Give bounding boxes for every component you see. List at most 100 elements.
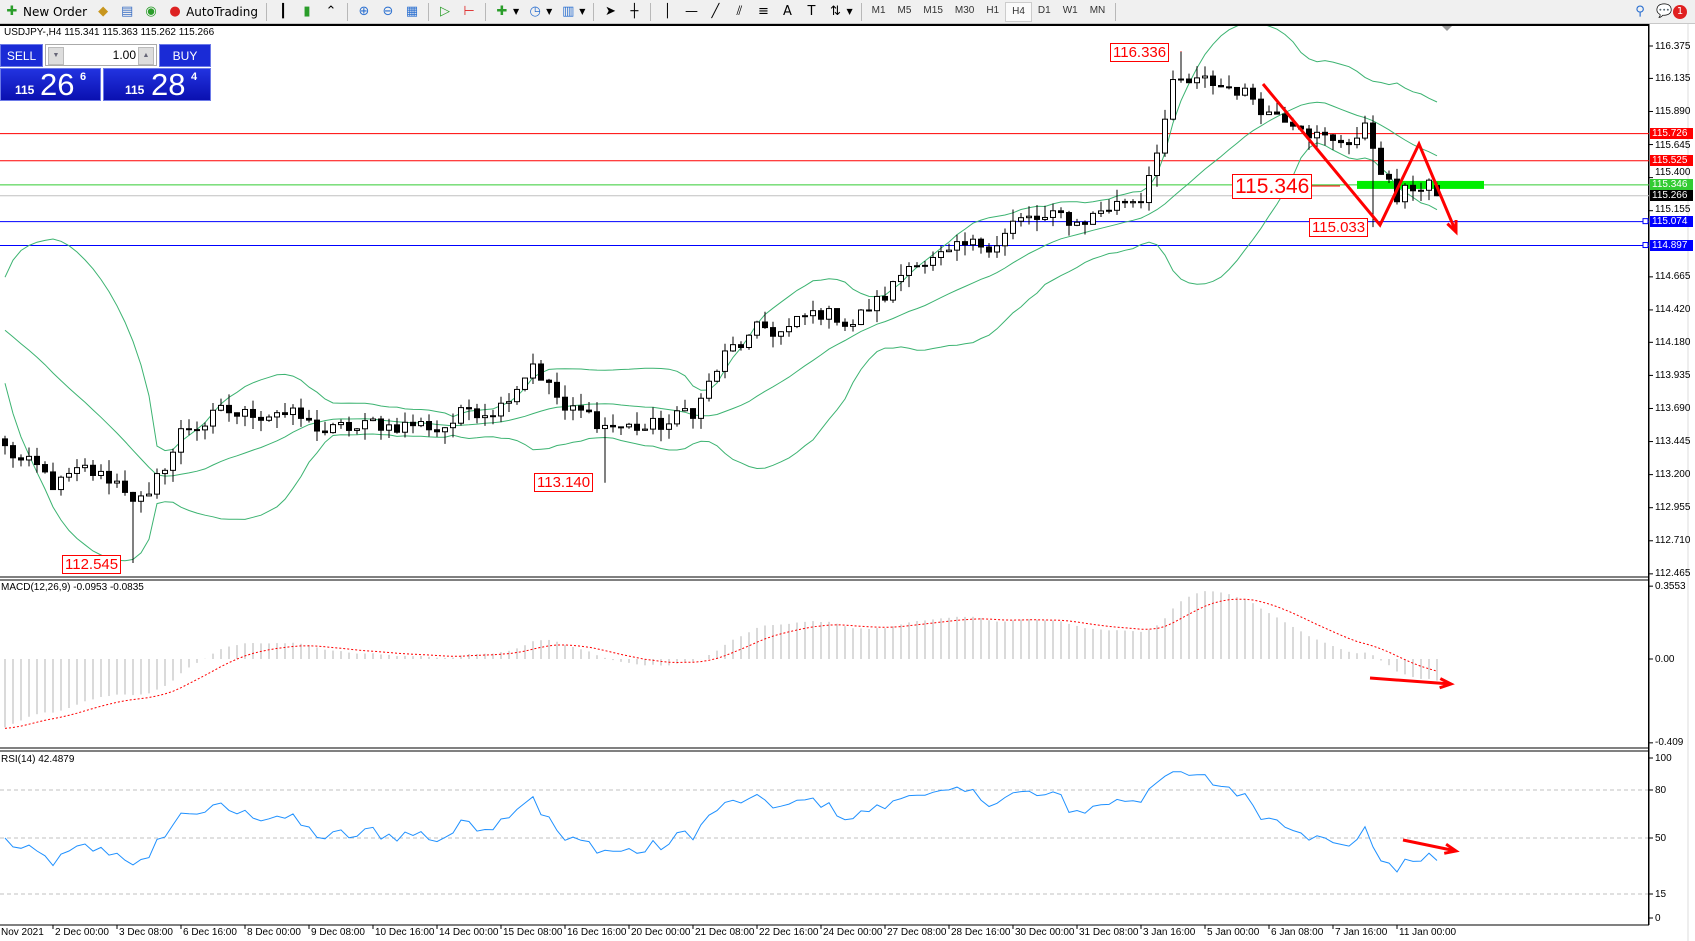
candle-body: [418, 421, 424, 427]
timeframe-h1-button[interactable]: H1: [986, 4, 1000, 16]
candle-body: [370, 418, 376, 422]
candle: [1386, 170, 1392, 183]
search-button[interactable]: ⚲: [1628, 2, 1652, 22]
lot-increase-button[interactable]: ▲: [138, 47, 154, 65]
chart-shift-button[interactable]: ⊢: [457, 2, 481, 22]
bar-chart-button[interactable]: ┃: [271, 2, 295, 22]
candle-body: [882, 295, 888, 301]
timeframe-m1-button[interactable]: M1: [871, 4, 886, 16]
vertical-line-button[interactable]: │: [655, 2, 679, 22]
low-price-label-3[interactable]: 115.033: [1309, 218, 1369, 237]
price-direction-arrow: [1261, 83, 1458, 233]
signal-icon: ◉: [145, 3, 157, 19]
time-axis-label: 16 Dec 16:00: [567, 927, 627, 938]
level-handle: [1642, 242, 1649, 249]
indicators-icon: ✚: [496, 3, 508, 19]
candle: [930, 251, 936, 271]
sell-button[interactable]: SELL: [0, 44, 43, 67]
rsi-direction-arrow-head: [1443, 842, 1460, 855]
candle-body: [210, 409, 216, 427]
lot-size-field[interactable]: ▼ 1.00 ▲: [45, 44, 157, 66]
candle: [1090, 211, 1096, 225]
level-price-label[interactable]: 115.346: [1232, 174, 1313, 199]
notifications-button[interactable]: 💬 1: [1652, 2, 1695, 22]
arrows-button[interactable]: ⇅ ▼: [823, 2, 856, 22]
sell-price-box[interactable]: 115 26 6: [0, 67, 101, 102]
candle-body: [330, 424, 336, 434]
candle-body: [1106, 209, 1112, 212]
buy-button[interactable]: BUY: [159, 44, 211, 67]
fibonacci-button[interactable]: ≡: [751, 2, 775, 22]
timeframe-w1-button[interactable]: W1: [1062, 4, 1078, 16]
candle: [562, 385, 568, 420]
candle: [2, 435, 8, 455]
chart-shift-icon: ⊢: [463, 3, 475, 19]
candle: [370, 416, 376, 422]
high-price-label[interactable]: 116.336: [1110, 43, 1170, 62]
lot-decrease-button[interactable]: ▼: [48, 47, 64, 65]
line-chart-button[interactable]: ⌃: [319, 2, 343, 22]
timeframe-h4-button[interactable]: H4: [1005, 1, 1032, 22]
timeframe-m15-button[interactable]: M15: [923, 4, 943, 16]
candle-body: [834, 308, 840, 323]
candle: [1122, 198, 1128, 208]
candle-body: [618, 426, 624, 429]
text-label-button[interactable]: T: [799, 2, 823, 22]
lot-size-value: 1.00: [112, 48, 136, 62]
low-price-label-2[interactable]: 113.140: [534, 473, 594, 492]
candlestick-button[interactable]: ▮: [295, 2, 319, 22]
horizontal-line-button[interactable]: —: [679, 2, 703, 22]
low-price-label-1[interactable]: 112.545: [62, 555, 122, 574]
candle: [1098, 201, 1104, 218]
timeframe-mn-button[interactable]: MN: [1089, 4, 1106, 16]
main-pane: [2, 26, 1440, 564]
candle: [1226, 75, 1232, 90]
candle: [690, 408, 696, 429]
periods-button[interactable]: ◷ ▼: [523, 2, 556, 22]
autotrading-button[interactable]: ● AutoTrading: [163, 2, 262, 22]
price-tick-label: 113.200: [1655, 469, 1691, 480]
signals-button[interactable]: ◉: [139, 2, 163, 22]
candle-body: [522, 377, 528, 390]
candle-body: [730, 344, 736, 352]
new-order-button[interactable]: ✚ New Order: [0, 2, 91, 22]
auto-scroll-button[interactable]: ▷: [433, 2, 457, 22]
candle-body: [434, 429, 440, 433]
candle-body: [154, 473, 160, 495]
candle-body: [682, 408, 688, 412]
candle: [386, 418, 392, 438]
candle: [706, 373, 712, 402]
candle-body: [1090, 212, 1096, 225]
time-axis-label: 6 Jan 08:00: [1271, 927, 1324, 938]
time-axis-label: 2 Dec 00:00: [55, 927, 109, 938]
timeframe-m30-button[interactable]: M30: [954, 4, 975, 16]
candle: [26, 447, 32, 467]
market-watch-button[interactable]: ◆: [91, 2, 115, 22]
timeframe-d1-button[interactable]: D1: [1037, 4, 1051, 16]
cursor-button[interactable]: ➤: [598, 2, 622, 22]
templates-button[interactable]: ▥ ▼: [556, 2, 589, 22]
indicators-button[interactable]: ✚ ▼: [490, 2, 523, 22]
candle-body: [74, 467, 80, 474]
text-button[interactable]: A: [775, 2, 799, 22]
zoom-in-button[interactable]: ⊕: [352, 2, 376, 22]
buy-price-box[interactable]: 115 28 4: [103, 67, 211, 102]
candle-body: [954, 241, 960, 251]
timeframe-m5-button[interactable]: M5: [897, 4, 912, 16]
level-handle: [1642, 218, 1649, 225]
candle: [226, 394, 232, 422]
candle: [954, 234, 960, 261]
zoom-out-button[interactable]: ⊖: [376, 2, 400, 22]
time-axis-label: 22 Dec 16:00: [759, 927, 819, 938]
candle: [178, 419, 184, 465]
candle-body: [706, 380, 712, 399]
candle: [538, 360, 544, 381]
navigator-button[interactable]: ▤: [115, 2, 139, 22]
sell-price-prefix: 115: [15, 83, 35, 97]
trendline-button[interactable]: ╱: [703, 2, 727, 22]
tile-windows-button[interactable]: ▦: [400, 2, 424, 22]
equidistant-channel-button[interactable]: ⫽: [727, 2, 751, 22]
time-axis-label: 20 Dec 00:00: [631, 927, 691, 938]
crosshair-button[interactable]: ┼: [622, 2, 646, 22]
